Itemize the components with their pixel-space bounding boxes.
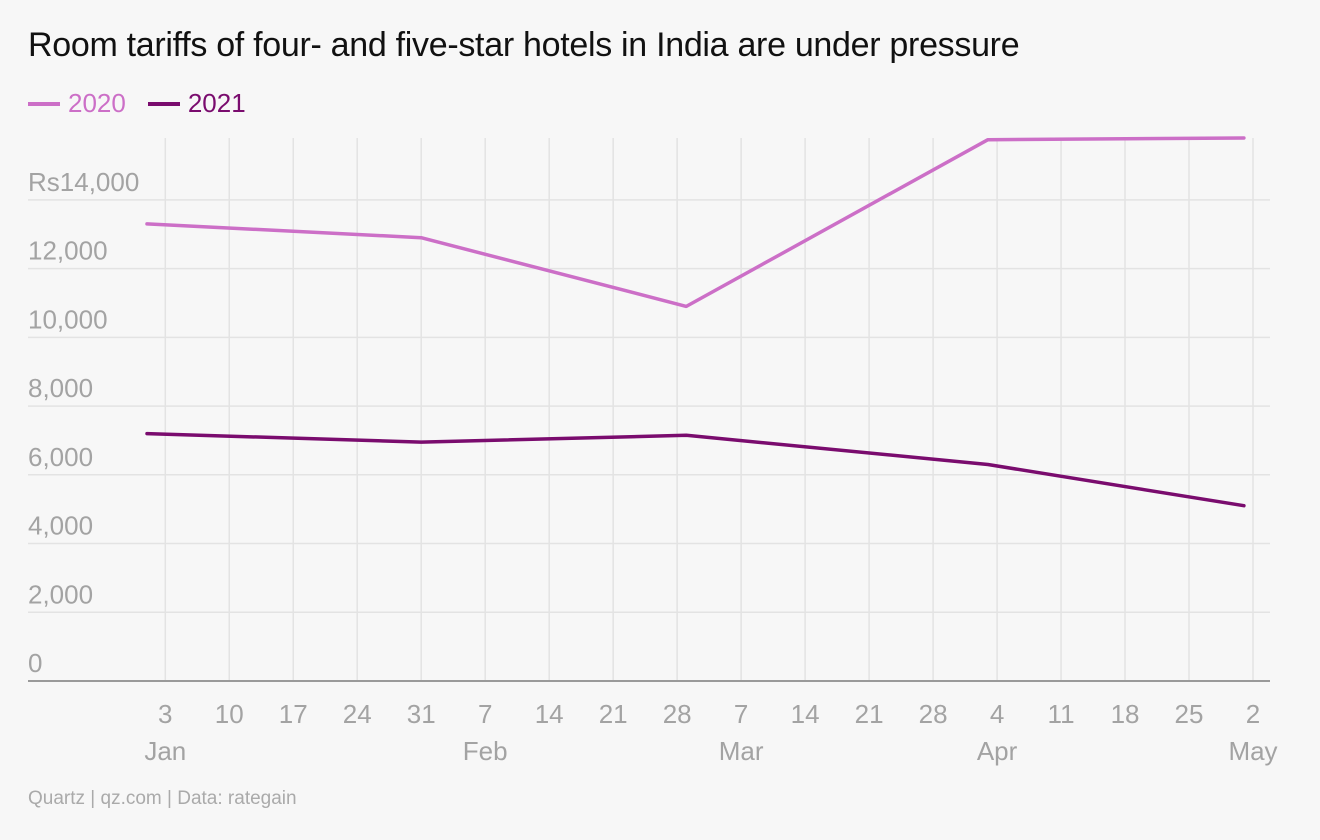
x-tick-label: 18 bbox=[1111, 699, 1140, 729]
x-tick-label: 3 bbox=[158, 699, 172, 729]
x-tick-label: 14 bbox=[535, 699, 564, 729]
x-month-label: May bbox=[1228, 736, 1277, 766]
x-axis-labels: 3 Jan 10 17 24 31 7 Feb 14 21 28 7 Mar 14 21 28 4 Apr 11 18… bbox=[144, 699, 1277, 766]
x-tick-label: 11 bbox=[1048, 699, 1075, 729]
grid-layer bbox=[28, 138, 1270, 682]
legend-item-2020: 2020 bbox=[28, 88, 126, 119]
x-tick-label: 21 bbox=[855, 699, 884, 729]
x-month-label: Mar bbox=[719, 736, 764, 766]
x-tick-label: 2 bbox=[1246, 699, 1260, 729]
y-tick-label: 0 bbox=[28, 648, 42, 678]
y-tick-label: 6,000 bbox=[28, 442, 93, 472]
x-month-label: Jan bbox=[144, 736, 186, 766]
legend-label-2020: 2020 bbox=[68, 88, 126, 118]
y-tick-label: 4,000 bbox=[28, 511, 93, 541]
y-tick-label: 8,000 bbox=[28, 373, 93, 403]
x-tick-label: 24 bbox=[343, 699, 372, 729]
legend-item-2021: 2021 bbox=[147, 88, 246, 119]
y-tick-label: 12,000 bbox=[28, 236, 108, 266]
y-tick-label: 2,000 bbox=[28, 579, 93, 609]
series-line-2020 bbox=[145, 136, 1246, 309]
legend-label-2021: 2021 bbox=[187, 88, 246, 118]
x-tick-label: 25 bbox=[1175, 699, 1204, 729]
x-tick-label: 31 bbox=[407, 699, 436, 729]
x-tick-label: 10 bbox=[215, 699, 244, 729]
y-tick-label: Rs14,000 bbox=[28, 167, 139, 197]
x-tick-label: 28 bbox=[919, 699, 948, 729]
chart-legend: 2020 2021 bbox=[28, 88, 246, 119]
x-tick-label: 4 bbox=[990, 699, 1004, 729]
x-month-label: Feb bbox=[463, 736, 508, 766]
x-tick-label: 7 bbox=[734, 699, 748, 729]
series-layer bbox=[145, 136, 1246, 508]
x-tick-label: 28 bbox=[663, 699, 692, 729]
x-tick-label: 17 bbox=[279, 699, 308, 729]
x-tick-label: 14 bbox=[791, 699, 820, 729]
series-line-2021 bbox=[145, 431, 1246, 508]
y-tick-label: 10,000 bbox=[28, 304, 108, 334]
chart-title: Room tariffs of four- and five-star hote… bbox=[28, 26, 1020, 64]
legend-swatch-2020 bbox=[28, 101, 60, 106]
y-axis-labels: 0 2,000 4,000 6,000 8,000 10,000 12,000 Rs14,00… bbox=[28, 167, 139, 678]
source-credit: Quartz | qz.com | Data: rategain bbox=[28, 788, 297, 809]
x-tick-label: 21 bbox=[599, 699, 628, 729]
x-month-label: Apr bbox=[977, 736, 1018, 766]
legend-swatch-2021 bbox=[147, 101, 180, 106]
x-tick-label: 7 bbox=[478, 699, 492, 729]
